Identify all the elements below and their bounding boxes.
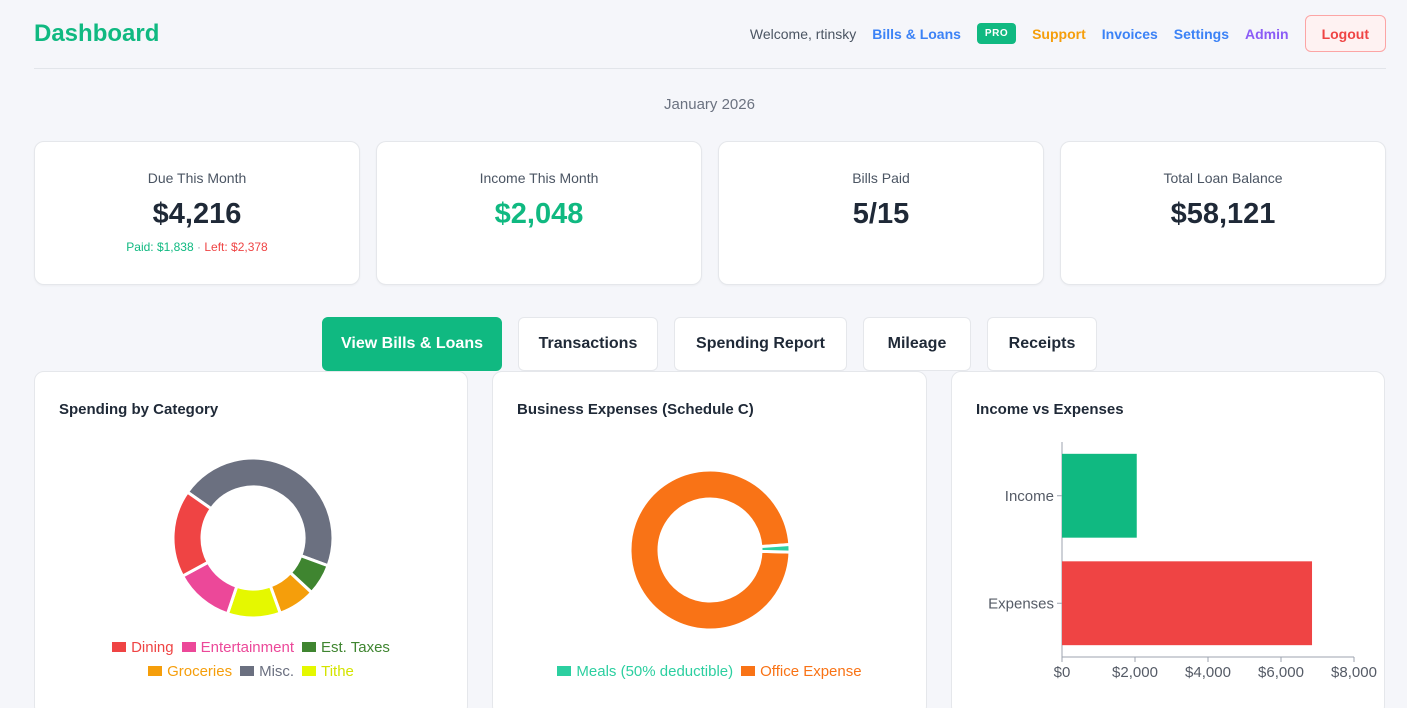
card-label: Due This Month: [147, 170, 247, 186]
spending-donut-chart: [171, 456, 335, 620]
legend-item-tithe[interactable]: Tithe: [302, 660, 354, 684]
nav-support-link[interactable]: Support: [1032, 25, 1086, 42]
legend-item-groceries[interactable]: Groceries: [148, 660, 232, 684]
nav-bills-loans-link[interactable]: Bills & Loans: [872, 25, 961, 42]
legend-swatch: [741, 666, 756, 676]
top-header: Dashboard Welcome, rtinsky Bills & Loans…: [34, 0, 1386, 69]
pro-badge: PRO: [976, 23, 1017, 44]
x-tick-label: $8,000: [1331, 664, 1377, 681]
nav-settings-link[interactable]: Settings: [1173, 25, 1230, 42]
card-label: Income This Month: [479, 170, 599, 186]
spending-by-category-panel: Spending by Category Dining Entertainment…: [34, 371, 468, 708]
business-expenses-panel: Business Expenses (Schedule C) Meals (50…: [492, 371, 927, 708]
card-income-this-month: Income This Month $2,048: [376, 141, 702, 285]
brand-title[interactable]: Dashboard: [34, 20, 160, 47]
x-tick-label: $4,000: [1185, 664, 1231, 681]
x-tick-label: $0: [1054, 664, 1071, 681]
card-value: $4,216: [152, 198, 242, 230]
card-value: $58,121: [1170, 198, 1276, 230]
business-expenses-legend: Meals (50% deductible) Office Expense: [493, 660, 926, 684]
legend-label: Office Expense: [760, 663, 862, 680]
nav-admin-link[interactable]: Admin: [1245, 25, 1289, 42]
legend-item-dining[interactable]: Dining: [112, 636, 174, 660]
legend-item-meals-50-deductible[interactable]: Meals (50% deductible): [557, 660, 733, 684]
bar-income[interactable]: [1062, 453, 1137, 538]
income-vs-expenses-bar-chart: Income Expenses $0 $2,000 $4,000 $6,000 $8,000: [988, 442, 1377, 681]
legend-item-misc[interactable]: Misc.: [240, 660, 294, 684]
card-label: Total Loan Balance: [1163, 170, 1283, 186]
top-nav: Welcome, rtinsky Bills & Loans PRO Suppo…: [750, 15, 1386, 52]
legend-label: Est. Taxes: [321, 639, 390, 656]
card-value: 5/15: [852, 198, 910, 230]
paid-amount: Paid: $1,838: [126, 240, 194, 254]
card-total-loan-balance: Total Loan Balance $58,121: [1060, 141, 1386, 285]
chart-title: Income vs Expenses: [976, 401, 1124, 418]
left-amount: Left: $2,378: [204, 240, 268, 254]
legend-swatch: [240, 666, 255, 676]
legend-item-est-taxes[interactable]: Est. Taxes: [302, 636, 390, 660]
slice-meals-50-deductible[interactable]: [759, 542, 792, 554]
welcome-text: Welcome, rtinsky: [749, 25, 857, 42]
tab-view-bills-loans[interactable]: View Bills & Loans: [322, 317, 502, 371]
nav-invoices-link[interactable]: Invoices: [1101, 25, 1158, 42]
legend-swatch: [302, 642, 316, 652]
period-label: January 2026: [664, 96, 755, 113]
income-vs-expenses-panel: Income vs Expenses Income Expenses $0 $2,00…: [951, 371, 1385, 708]
slice-office-expense[interactable]: [628, 468, 792, 632]
card-bills-paid: Bills Paid 5/15: [718, 141, 1044, 285]
y-tick-label: Income: [1005, 488, 1054, 505]
legend-row: Dining Entertainment Est. Taxes: [35, 636, 467, 660]
chart-title: Spending by Category: [59, 401, 219, 418]
card-subtext: Paid: $1,838 · Left: $2,378: [35, 240, 359, 254]
legend-swatch: [181, 642, 196, 652]
legend-row: Groceries Misc. Tithe: [35, 660, 467, 684]
tab-receipts[interactable]: Receipts: [987, 317, 1097, 371]
spending-legend: Dining Entertainment Est. Taxes Groceries Mi…: [35, 636, 467, 684]
slice-misc[interactable]: [185, 456, 335, 568]
slice-dining[interactable]: [171, 490, 214, 579]
x-tick-label: $2,000: [1112, 664, 1158, 681]
tab-mileage[interactable]: Mileage: [863, 317, 971, 371]
card-due-this-month: Due This Month $4,216 Paid: $1,838 · Lef…: [34, 141, 360, 285]
legend-label: Misc.: [259, 663, 295, 680]
legend-label: Meals (50% deductible): [576, 663, 734, 680]
x-tick-label: $6,000: [1258, 664, 1304, 681]
tab-spending-report[interactable]: Spending Report: [674, 317, 847, 371]
legend-label: Dining: [131, 639, 174, 656]
chart-title: Business Expenses (Schedule C): [517, 401, 754, 418]
business-expenses-donut-chart: [628, 468, 792, 632]
bar-expenses[interactable]: [1062, 561, 1313, 646]
legend-label: Groceries: [167, 663, 233, 680]
legend-item-office-expense[interactable]: Office Expense: [741, 660, 862, 684]
legend-label: Entertainment: [200, 639, 294, 656]
tab-transactions[interactable]: Transactions: [518, 317, 658, 371]
legend-label: Tithe: [321, 663, 354, 680]
legend-item-entertainment[interactable]: Entertainment: [181, 636, 294, 660]
separator: ·: [197, 240, 201, 254]
legend-swatch: [148, 666, 163, 676]
card-label: Bills Paid: [852, 170, 910, 186]
legend-swatch: [112, 642, 127, 652]
y-tick-label: Expenses: [988, 595, 1054, 612]
card-value: $2,048: [494, 198, 584, 230]
legend-row: Meals (50% deductible) Office Expense: [493, 660, 926, 684]
legend-swatch: [302, 666, 317, 676]
legend-swatch: [557, 666, 572, 676]
logout-button[interactable]: Logout: [1304, 15, 1386, 52]
